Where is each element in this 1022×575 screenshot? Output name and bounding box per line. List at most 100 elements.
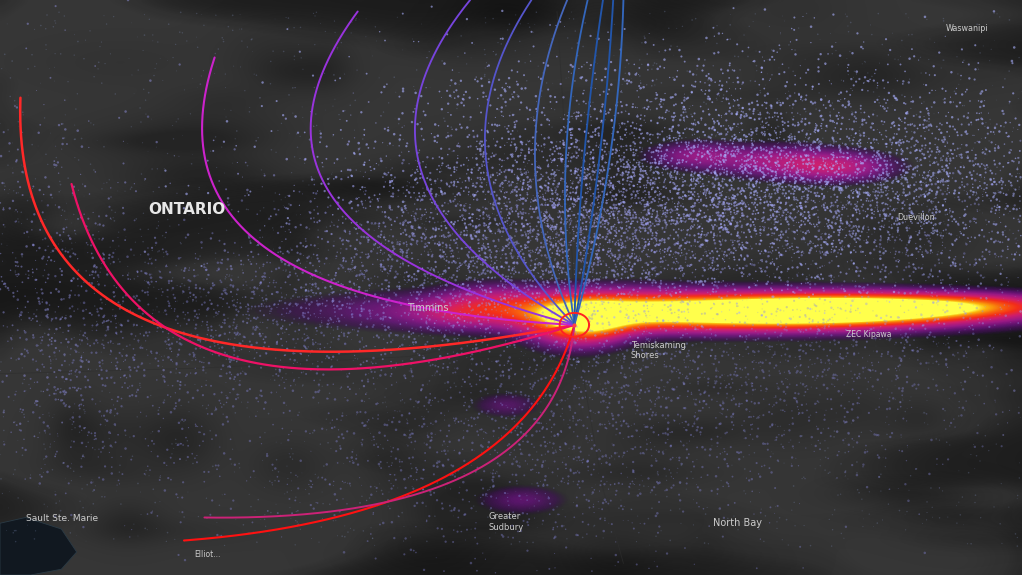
Point: [982, 175, 998, 184]
Point: [970, 64, 986, 74]
Point: [529, 249, 546, 258]
Point: [48, 161, 64, 170]
Point: [541, 463, 557, 473]
Point: [484, 170, 501, 179]
Point: [622, 172, 639, 182]
Point: [1004, 181, 1020, 190]
Point: [707, 351, 724, 361]
Point: [17, 328, 34, 337]
Point: [728, 400, 744, 409]
Point: [226, 318, 242, 327]
Point: [593, 179, 609, 189]
Point: [438, 133, 455, 142]
Point: [637, 322, 653, 331]
Point: [921, 237, 937, 246]
Point: [954, 178, 970, 187]
Point: [630, 350, 646, 359]
Point: [95, 221, 111, 230]
Point: [0, 282, 14, 291]
Point: [922, 139, 938, 148]
Point: [594, 145, 610, 155]
Point: [453, 161, 469, 170]
Point: [549, 286, 565, 296]
Point: [594, 155, 610, 164]
Point: [563, 140, 579, 149]
Point: [575, 164, 592, 173]
Point: [521, 250, 538, 259]
Point: [513, 209, 529, 218]
Point: [649, 118, 665, 128]
Point: [875, 120, 891, 129]
Point: [894, 248, 911, 258]
Point: [222, 357, 238, 366]
Point: [616, 448, 633, 458]
Point: [453, 230, 469, 239]
Point: [654, 392, 670, 401]
Point: [536, 277, 552, 286]
Point: [858, 212, 875, 221]
Point: [931, 207, 947, 216]
Point: [610, 411, 626, 420]
Point: [744, 424, 760, 434]
Point: [776, 174, 792, 183]
Point: [941, 122, 958, 131]
Point: [837, 140, 853, 149]
Point: [679, 181, 695, 190]
Point: [379, 79, 396, 89]
Point: [637, 224, 653, 233]
Point: [848, 338, 865, 347]
Point: [513, 326, 529, 335]
Point: [33, 217, 49, 226]
Point: [601, 195, 617, 204]
Point: [853, 43, 870, 52]
Point: [985, 188, 1002, 197]
Point: [300, 351, 317, 361]
Point: [392, 229, 409, 239]
Point: [921, 152, 937, 161]
Point: [759, 108, 776, 117]
Point: [588, 51, 604, 60]
Point: [779, 153, 795, 162]
Point: [213, 276, 229, 285]
Point: [367, 367, 383, 377]
Point: [522, 105, 539, 114]
Point: [707, 201, 724, 210]
Point: [611, 246, 628, 255]
Point: [744, 390, 760, 399]
Point: [371, 281, 387, 290]
Point: [610, 271, 626, 280]
Point: [677, 117, 693, 126]
Point: [9, 100, 26, 109]
Point: [483, 356, 500, 366]
Point: [818, 104, 834, 113]
Point: [296, 155, 313, 164]
Point: [877, 177, 893, 186]
Point: [516, 297, 532, 306]
Point: [8, 447, 25, 457]
Point: [574, 236, 591, 245]
Point: [9, 286, 26, 296]
Point: [811, 390, 828, 400]
Point: [92, 362, 108, 371]
Point: [852, 150, 869, 159]
Point: [794, 167, 810, 177]
Point: [483, 185, 500, 194]
Point: [173, 377, 189, 386]
Point: [787, 134, 803, 143]
Point: [783, 292, 799, 301]
Point: [805, 239, 822, 248]
Point: [113, 321, 130, 330]
Point: [535, 244, 551, 253]
Point: [743, 169, 759, 178]
Point: [611, 300, 628, 309]
Point: [370, 202, 386, 212]
Point: [972, 162, 988, 171]
Point: [596, 342, 612, 351]
Point: [536, 196, 552, 205]
Point: [703, 161, 719, 170]
Point: [641, 328, 657, 338]
Point: [397, 227, 413, 236]
Point: [846, 350, 863, 359]
Point: [879, 226, 895, 235]
Point: [599, 329, 615, 338]
